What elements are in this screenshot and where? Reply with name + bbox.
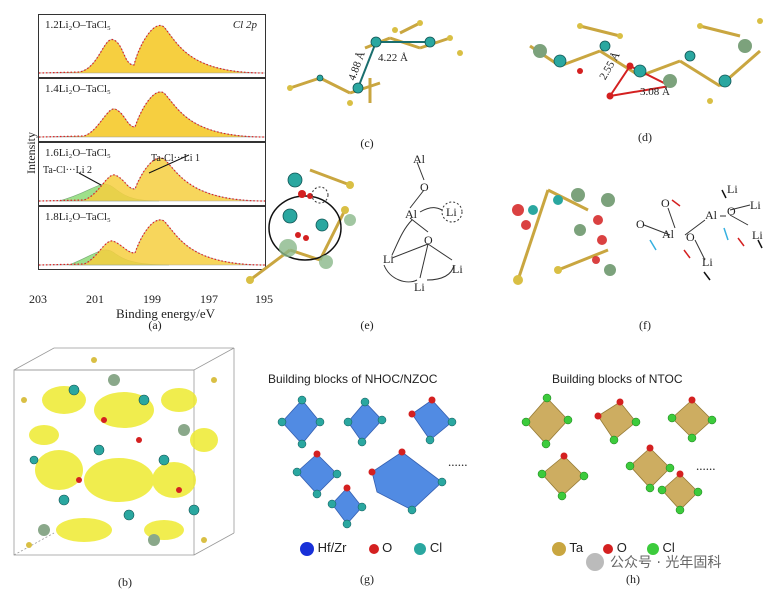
watermark: 公众号 · 光年固科 [586,552,721,572]
caption-g: (g) [360,572,374,586]
atom-o-1: O [661,196,670,210]
spectrum-1-4: 1.4Li₂O–TaCl₅ [38,78,266,142]
atom-li-4: Li [702,255,713,269]
atom-al-2: Al [705,208,717,222]
atom-li-left: Li [383,252,394,266]
caption-d: (d) [638,130,652,144]
watermark-text: 公众号 · 光年固科 [610,555,722,571]
spectrum-label: 1.6Li₂O–TaCl₅ [45,147,111,159]
caption-a: (a) [148,318,162,332]
x-tick: 195 [255,292,273,306]
legend-item-o: O [368,540,392,555]
y-axis-label: Intensity [24,132,38,174]
x-tick: 197 [200,292,218,306]
spectrum-1-6: 1.6Li₂O–TaCl₅ Ta-Cl···Li 1 Ta-Cl···Li 2 [38,142,266,206]
spectrum-1-8: 1.8Li₂O–TaCl₅ [38,206,266,270]
atom-o-3: O [686,230,695,244]
ellipsis-g: ...... [448,454,468,469]
caption-e: (e) [360,318,374,332]
spectrum-1-2: 1.2Li₂O–TaCl₅ Cl 2p [38,14,266,78]
atom-al-top: Al [413,152,425,166]
legend-item-cl: Cl [414,540,442,555]
caption-h: (h) [626,572,640,586]
atom-li-1: Li [727,182,738,196]
caption-f: (f) [639,318,651,332]
caption-c: (c) [360,136,374,150]
spectrum-label: 1.2Li₂O–TaCl₅ [45,19,111,31]
distance-c2: 4.22 Å [378,52,408,64]
spectrum-label: 1.8Li₂O–TaCl₅ [45,211,111,223]
atom-li-circled: Li [446,205,457,219]
spectrum-label: 1.4Li₂O–TaCl₅ [45,83,111,95]
atom-o-mid: O [424,233,433,247]
atom-li-3: Li [752,228,763,242]
ellipsis-h: ...... [696,458,716,473]
region-label: Cl 2p [232,19,257,31]
legend-item-o: O [603,540,627,555]
mechanism-e [383,161,463,283]
xps-panel: 1.2Li₂O–TaCl₅ Cl 2p 1.4Li₂O–TaCl₅ 1.6Li₂… [24,14,273,321]
octahedra-gold [521,393,717,515]
structure-d [529,18,763,104]
spectrum-plot [39,24,265,74]
mechanism-f [643,189,763,281]
x-tick: 199 [143,292,161,306]
atom-o-4: O [727,204,736,218]
atom-li-bottom: Li [414,280,425,294]
x-axis-label: Binding energy/eV [116,306,216,321]
atom-li-2: Li [750,198,761,212]
trajectory-f [512,188,616,285]
title-g: Building blocks of NHOC/NZOC [268,372,438,386]
legend-item-ta: Ta [552,540,583,556]
spectrum-plot [39,154,265,202]
isosurface-box [13,347,235,556]
atom-li-right: Li [452,262,463,276]
wechat-icon [586,553,604,571]
annotation-li1: Ta-Cl···Li 1 [151,153,201,164]
legend-h: Ta O Cl [552,540,675,556]
caption-b: (b) [118,575,132,589]
spectrum-plot [39,219,265,266]
atom-al-1: Al [662,227,674,241]
title-h: Building blocks of NTOC [552,372,683,386]
spectrum-plot [39,91,265,138]
distance-d2: 3.08 Å [640,86,670,98]
atom-o-top: O [420,180,429,194]
trajectory-e [246,168,356,284]
x-tick: 203 [29,292,47,306]
legend-g: Hf/Zr O Cl [300,540,442,556]
legend-item-hfzr: Hf/Zr [300,540,347,556]
x-tick: 201 [86,292,104,306]
octahedra-blue [277,395,457,529]
atom-al-mid: Al [405,207,417,221]
annotation-li2: Ta-Cl···Li 2 [43,165,93,176]
atom-o-2: O [636,217,645,231]
structure-c [287,20,463,106]
legend-item-cl: Cl [646,540,675,555]
